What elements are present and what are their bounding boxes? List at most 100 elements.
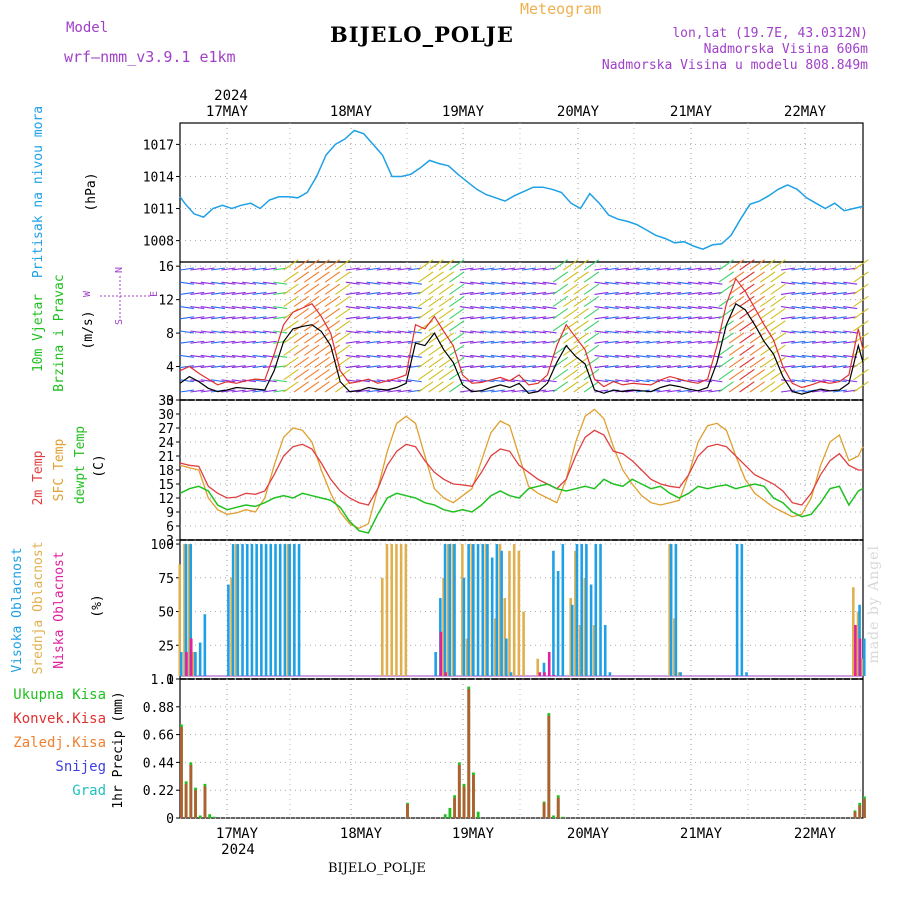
cloud-bar: [486, 544, 489, 676]
wind-arrow: [366, 267, 381, 271]
pressure-ytick-label: 1014: [143, 170, 174, 185]
cloud-bar: [183, 544, 186, 676]
wind-arrow: [335, 320, 351, 332]
wind-arrow: [314, 369, 330, 381]
cloud-bar: [250, 544, 254, 676]
wind-arrow: [221, 291, 236, 295]
wind-arrow: [532, 306, 547, 310]
wind-arrow: [739, 271, 755, 283]
wind-arrow: [231, 291, 246, 295]
wind-arrow: [438, 344, 455, 356]
wind-arrow: [563, 271, 579, 283]
wind-arrow: [677, 306, 692, 310]
wind-arrow: [304, 369, 320, 381]
wind-arrow: [853, 320, 869, 332]
wind-arrow: [470, 354, 485, 358]
wind-arrow: [438, 381, 455, 393]
wind-arrow: [812, 379, 827, 383]
wind-arrow: [304, 381, 320, 393]
wind-arrow: [635, 316, 650, 320]
wind-arrow: [376, 291, 391, 295]
wind-arrow: [200, 365, 215, 369]
wind-arrow: [221, 379, 236, 383]
wind-arrow: [780, 379, 795, 383]
wind-arrow: [646, 340, 661, 344]
temperature-ytick-label: 21: [158, 450, 174, 465]
wind-arrow: [324, 283, 341, 295]
wind-arrow: [366, 389, 381, 393]
wind-arrow: [542, 340, 557, 344]
wind-arrow: [231, 281, 246, 285]
wind-arrow: [428, 332, 444, 344]
cloud-bar: [575, 544, 579, 676]
temperature-ytick-label: 9: [166, 506, 174, 521]
wind-arrow: [812, 365, 827, 369]
elevation-label: Nadmorska Visina 606m: [703, 42, 868, 57]
wind-arrow: [843, 354, 858, 358]
cloud-ytick-label: 100: [151, 538, 174, 553]
cloud-bar: [476, 544, 480, 676]
wind-arrow: [677, 316, 692, 320]
wind-arrow: [583, 283, 600, 295]
cloud-bar: [592, 625, 596, 676]
wind-arrow: [521, 306, 536, 310]
wind-arrow: [708, 316, 723, 320]
wind-arrow: [532, 267, 547, 271]
wind-arrow: [843, 340, 858, 344]
wind-arrow: [190, 340, 205, 344]
wind-arrow: [190, 389, 205, 393]
wind-arrow: [335, 295, 351, 308]
wind-arrow: [749, 332, 766, 344]
wind-arrow: [552, 271, 569, 283]
precip-bar: [180, 727, 183, 818]
wind-arrow: [604, 316, 619, 320]
wind-arrow: [573, 259, 589, 271]
wind-arrow: [293, 332, 310, 344]
cloud-bar: [293, 544, 296, 676]
wind-arrow: [573, 356, 589, 369]
temp-2m-line: [179, 429, 863, 506]
wind-arrow: [407, 306, 422, 310]
wind-arrow: [759, 369, 776, 381]
cloud-bar: [390, 544, 394, 676]
wind-arrow: [521, 267, 536, 271]
wind-arrow: [314, 344, 330, 356]
wind-arrow: [304, 271, 320, 283]
wind-arrow: [739, 283, 755, 295]
wind-arrow: [604, 281, 619, 285]
wind-arrow: [511, 281, 526, 285]
wind-arrow: [511, 316, 526, 320]
wind-arrow: [853, 295, 869, 308]
wind-arrow: [656, 291, 671, 295]
wind-arrow: [583, 308, 600, 320]
wind-arrow: [677, 281, 692, 285]
wind-arrow: [304, 295, 320, 308]
precip-unit-label: 1hr Precip (mm): [111, 691, 126, 808]
cloud-bar: [443, 544, 447, 676]
wind-arrow: [428, 381, 444, 393]
wind-arrow: [304, 283, 320, 295]
wind-arrow: [324, 381, 341, 393]
wind-arrow: [314, 332, 330, 344]
wind-arrow: [573, 344, 589, 356]
precip-bar: [406, 804, 409, 818]
cloud-bar: [451, 544, 455, 676]
cloud-bar: [509, 672, 513, 676]
wind-arrow: [646, 330, 661, 334]
wind-arrow: [739, 259, 755, 271]
wind-arrow: [179, 379, 194, 383]
wind-arrow: [293, 344, 310, 356]
wind-arrow: [635, 340, 650, 344]
cloud-bar: [380, 577, 384, 676]
wind-arrow: [542, 316, 557, 320]
cloud-bar: [189, 638, 193, 676]
wind-arrow: [563, 356, 579, 369]
wind-arrow: [480, 354, 495, 358]
wind-ylabel-2: Brzina i Pravac: [52, 274, 67, 391]
wind-arrow: [843, 291, 858, 295]
wind-arrow: [604, 291, 619, 295]
wind-arrow: [283, 369, 299, 381]
wind-arrow: [832, 267, 847, 271]
wind-arrow: [604, 267, 619, 271]
temperature-ytick-label: 27: [158, 422, 174, 437]
